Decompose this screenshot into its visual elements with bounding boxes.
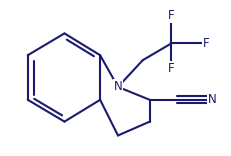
Text: N: N [114, 80, 122, 93]
Text: F: F [168, 62, 175, 75]
Text: N: N [208, 93, 216, 106]
Text: F: F [168, 9, 175, 22]
Text: F: F [203, 37, 210, 50]
